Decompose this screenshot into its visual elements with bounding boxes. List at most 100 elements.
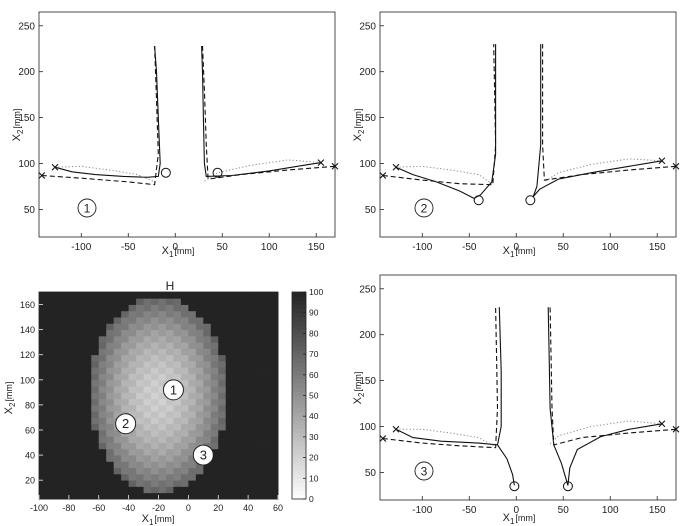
heatmap-cell (203, 342, 212, 349)
heatmap-cell (121, 379, 130, 387)
heatmap-cell (98, 317, 107, 324)
heatmap-cell (270, 392, 279, 400)
heatmap-cell (128, 392, 137, 400)
heatmap-cell (210, 436, 219, 443)
y-tick-label: 80 (25, 400, 35, 410)
heatmap-cell (136, 304, 144, 312)
heatmap-cell (46, 436, 55, 443)
heatmap-cell (136, 467, 144, 475)
heatmap-cell (218, 461, 227, 469)
heatmap-cell (173, 329, 182, 337)
heatmap-cell (165, 404, 174, 412)
heatmap-cell (106, 348, 115, 356)
heatmap-cell (233, 373, 242, 381)
heatmap-cell (68, 404, 77, 412)
heatmap-cell (91, 492, 100, 500)
heatmap-cell (61, 379, 70, 387)
colorbar-segment (292, 366, 306, 372)
heatmap-cell (151, 480, 159, 487)
heatmap-cell (270, 442, 279, 450)
heatmap-cell (158, 292, 167, 299)
heatmap-cell (128, 373, 137, 381)
heatmap-cell (39, 367, 47, 374)
heatmap-cell (98, 354, 107, 362)
heatmap-cell (121, 473, 130, 481)
heatmap-cell (113, 298, 122, 305)
heatmap-cell (248, 473, 256, 481)
heatmap-cell (91, 442, 100, 450)
heatmap-cell (240, 304, 249, 312)
heatmap-cell (83, 379, 92, 387)
heatmap-cell (210, 386, 219, 393)
heatmap-cell (203, 298, 212, 305)
heatmap-cell (173, 292, 182, 299)
heatmap-cell (39, 298, 47, 305)
heatmap-cell (113, 398, 122, 406)
heatmap-cell (91, 379, 100, 387)
heatmap-colorbar: 0 10 20 30 40 50 60 70 80 90 100 (291, 287, 323, 504)
heatmap-cell (39, 411, 47, 418)
heatmap-cell (83, 448, 92, 456)
heatmap-cell (240, 417, 249, 425)
heatmap-cell (248, 304, 256, 312)
trajectory-dashed-1 (41, 45, 159, 186)
heatmap-cell (225, 480, 234, 487)
heatmap-cell (270, 329, 279, 337)
heatmap-cell (143, 486, 152, 494)
heatmap-cell (121, 292, 130, 299)
heatmap-cell (106, 448, 115, 456)
heatmap-cell (248, 467, 256, 475)
heatmap-cell (98, 304, 107, 312)
heatmap-cell (136, 354, 144, 362)
y-tick-label: 150 (359, 113, 376, 124)
heatmap-cell (46, 379, 55, 387)
heatmap-cell (255, 486, 264, 494)
heatmap-cell (233, 442, 242, 450)
heatmap-cell (83, 335, 92, 343)
heatmap-cell (98, 455, 107, 462)
heatmap-cell (151, 473, 159, 481)
heatmap-cell (98, 392, 107, 400)
x-tick-label: 0 (513, 505, 519, 516)
heatmap-cell (173, 310, 182, 318)
trajectory-dotted-3 (396, 428, 496, 448)
heatmap-cell (263, 335, 271, 343)
heatmap-cell (76, 348, 85, 356)
trajectory-dashed-1 (382, 44, 497, 186)
heatmap-cell (188, 348, 197, 356)
heatmap-cell (165, 367, 174, 374)
heatmap-cell (218, 448, 227, 456)
heatmap-cell (195, 335, 204, 343)
heatmap-cell (270, 379, 279, 387)
heatmap-cell (225, 430, 234, 437)
heatmap-cell (98, 404, 107, 412)
heatmap-cell (225, 373, 234, 381)
heatmap-cell (91, 430, 100, 437)
heatmap-cell (98, 310, 107, 318)
heatmap-cell (143, 455, 152, 462)
heatmap-cell (158, 448, 167, 456)
heatmap-cell (151, 442, 159, 450)
heatmap-cell (68, 417, 77, 425)
colorbar-segment (292, 358, 306, 363)
heatmap-cell (173, 430, 182, 437)
heatmap-cell (188, 367, 197, 374)
heatmap-cell (83, 386, 92, 393)
heatmap-cell (270, 298, 279, 305)
heatmap-cell (158, 417, 167, 425)
heatmap-cell (91, 473, 100, 481)
heatmap-cell (188, 310, 197, 318)
heatmap-cell (233, 486, 242, 494)
heatmap-cell (233, 298, 242, 305)
colorbar-tick-label: 60 (309, 370, 319, 380)
heatmap-cell (136, 379, 144, 387)
heatmap-cell (136, 404, 144, 412)
heatmap-cell (128, 461, 137, 469)
heatmap-cell (180, 323, 189, 331)
heatmap-cell (165, 486, 174, 494)
heatmap-cell (240, 310, 249, 318)
heatmap-cell (210, 455, 219, 462)
heatmap-cell (158, 354, 167, 362)
heatmap-cell (106, 354, 115, 362)
heatmap-cell (98, 373, 107, 381)
